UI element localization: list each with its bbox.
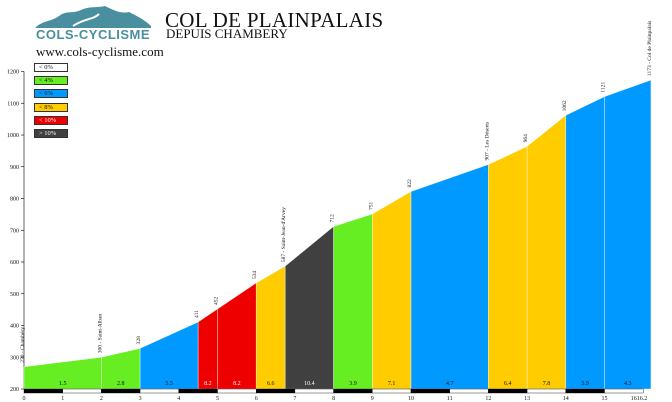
elevation-label: 411	[194, 310, 200, 318]
y-tick-label: 1100	[7, 101, 19, 107]
elevation-label: 587 - Saint-Jean-d'Arvey	[281, 207, 287, 262]
profile-segment	[256, 265, 286, 390]
gradient-label: 8.2	[204, 381, 212, 387]
y-tick-label: 900	[10, 165, 19, 171]
elevation-label: 270 - Chambéry	[20, 327, 26, 363]
km-bar-block	[488, 388, 528, 394]
km-bar-block	[565, 388, 605, 394]
x-tick-label: 11	[447, 396, 453, 402]
km-bar-block	[604, 388, 644, 394]
gradient-legend: < 0% < 4% < 6% < 8% < 10% > 10%	[34, 63, 68, 142]
km-bar-block	[256, 388, 296, 394]
x-tick-label: 2	[100, 396, 103, 402]
gradient-label: 3.9	[349, 381, 357, 387]
legend-item: < 8%	[34, 102, 68, 112]
elevation-label: 964	[523, 134, 529, 143]
gradient-label: 4.3	[624, 381, 632, 387]
elevation-label: 300 - Saint-Alban	[97, 314, 103, 354]
x-tick-label: 14	[563, 396, 569, 402]
gradient-label: 5.5	[165, 381, 173, 387]
km-bar-block	[294, 388, 334, 394]
elevation-label: 712	[330, 214, 336, 223]
x-tick-label: 0	[23, 396, 26, 402]
profile-segment	[285, 226, 334, 390]
y-tick-label: 200	[10, 387, 19, 393]
profile-segment	[333, 213, 373, 390]
km-bar-block	[23, 388, 63, 394]
y-tick-label: 500	[10, 292, 19, 298]
km-bar-block	[101, 388, 141, 394]
gradient-label: 7.8	[543, 381, 551, 387]
elevation-label: 822	[407, 179, 413, 188]
gradient-label: 1.5	[59, 381, 67, 387]
x-tick-label: 9	[371, 396, 374, 402]
gradient-label: 4.7	[446, 381, 454, 387]
x-tick-label: 5	[216, 396, 219, 402]
profile-segment	[139, 321, 199, 390]
page-subtitle: DEPUIS CHAMBERY	[166, 26, 288, 41]
x-tick-label: 7	[293, 396, 296, 402]
x-tick-label: 4	[177, 396, 180, 402]
x-tick-label: 1616.2	[631, 396, 648, 402]
elevation-label: 452	[214, 296, 220, 305]
profile-segment	[217, 282, 257, 390]
x-tick-label: 3	[139, 396, 142, 402]
x-tick-label: 6	[255, 396, 258, 402]
gradient-label: 5.9	[581, 381, 589, 387]
gradient-label: 8.2	[233, 381, 241, 387]
y-tick-label: 600	[10, 260, 19, 266]
km-bar-block	[62, 388, 102, 394]
km-bar-block	[333, 388, 373, 394]
km-bar-block	[217, 388, 257, 394]
legend-item: > 10%	[34, 128, 68, 138]
km-bar-block	[526, 388, 566, 394]
km-bar-block	[178, 388, 218, 394]
elevation-label: 1173 - Col de Plainpalais	[647, 21, 653, 76]
profile-segment	[372, 191, 412, 390]
brand-logo-text: COLS-CYCLISME	[35, 27, 151, 42]
y-tick-label: 1000	[7, 133, 19, 139]
profile-segment	[565, 96, 605, 390]
x-tick-label: 8	[332, 396, 335, 402]
y-tick-label: 1200	[7, 70, 19, 76]
x-tick-label: 1	[61, 396, 64, 402]
elevation-label: 328	[136, 336, 142, 345]
y-tick-label: 800	[10, 197, 19, 203]
y-tick-label: 400	[10, 324, 19, 330]
km-bar-block	[139, 388, 180, 394]
elevation-label: 1062	[562, 100, 568, 111]
legend-item: < 0%	[34, 63, 68, 72]
legend-item: < 6%	[34, 89, 68, 99]
x-tick-label: 13	[524, 396, 530, 402]
km-bar-block	[372, 388, 412, 394]
gradient-label: 6.6	[267, 381, 275, 387]
elevation-label: 907 - Les Déserts	[484, 122, 490, 161]
km-bar-block	[410, 388, 450, 394]
gradient-label: 10.4	[304, 381, 315, 387]
profile-segment	[488, 146, 528, 390]
y-tick-label: 300	[10, 355, 19, 361]
gradient-label: 6.4	[504, 381, 512, 387]
elevation-label: 751	[368, 202, 374, 211]
page-title: COL DE PLAINPALAIS	[165, 8, 384, 32]
gradient-label: 2.8	[117, 381, 125, 387]
profile-segment	[604, 79, 652, 390]
legend-item: < 4%	[34, 76, 68, 86]
profile-segment	[526, 114, 566, 390]
profile-segment	[410, 164, 489, 390]
elevation-label: 1121	[601, 82, 607, 93]
x-tick-label: 12	[485, 396, 491, 402]
km-bar-block	[449, 388, 489, 394]
elevation-label: 534	[252, 270, 258, 279]
x-tick-label: 10	[408, 396, 414, 402]
legend-item: < 10%	[34, 115, 68, 125]
profile-segment	[197, 308, 218, 390]
y-tick-label: 700	[10, 228, 19, 234]
x-tick-label: 15	[602, 396, 608, 402]
website-link[interactable]: www.cols-cyclisme.com	[36, 44, 164, 59]
gradient-label: 7.1	[388, 381, 396, 387]
mountain-logo-icon	[35, 6, 151, 28]
